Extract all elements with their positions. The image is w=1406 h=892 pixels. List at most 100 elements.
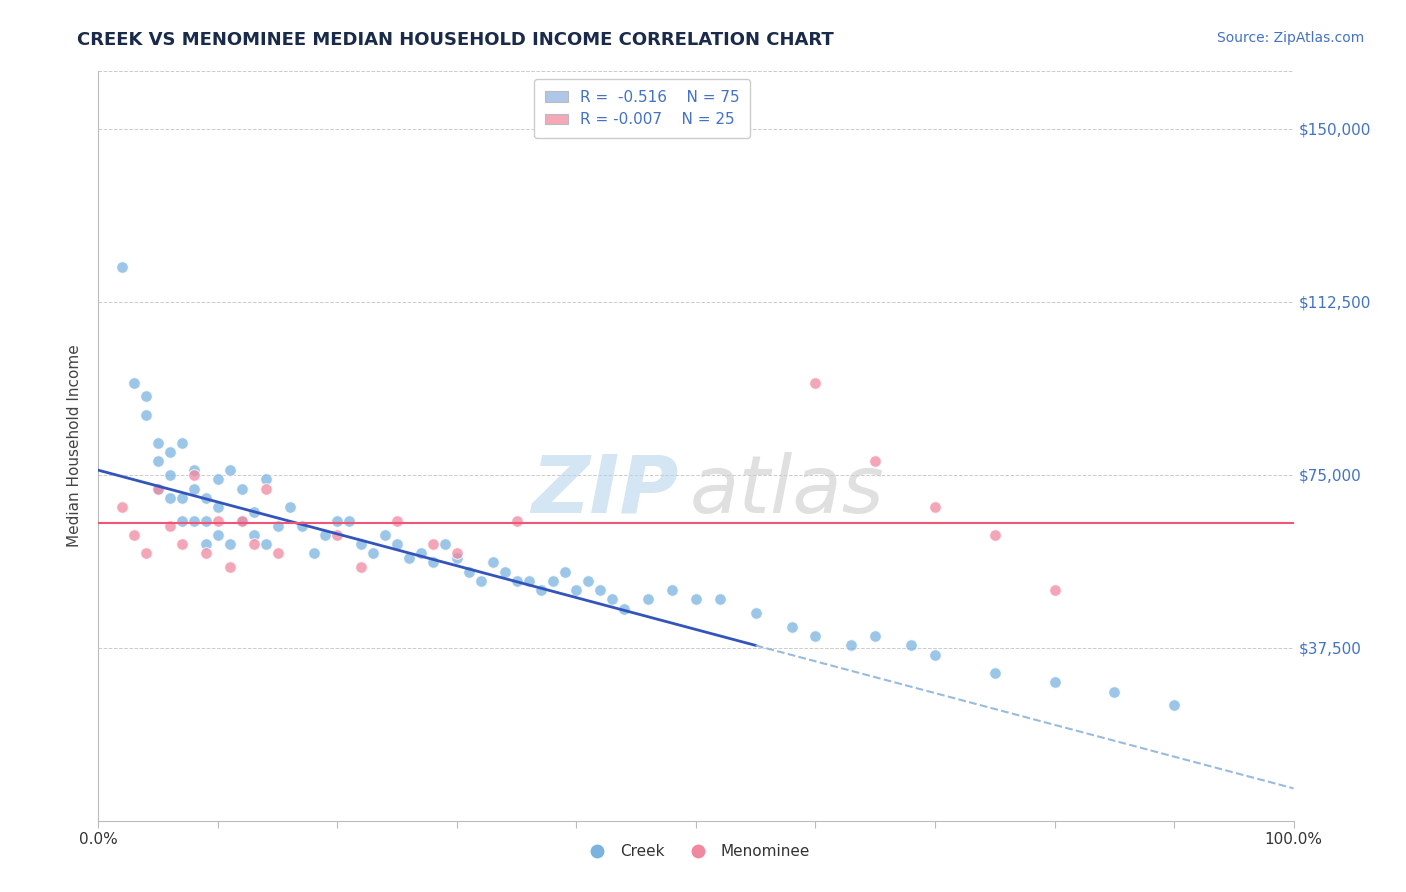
Point: [148, 435, 170, 450]
Point: [148, 482, 170, 496]
Point: [111, 260, 134, 275]
Point: [172, 491, 194, 505]
Point: [1043, 675, 1066, 690]
Point: [385, 514, 409, 528]
Point: [602, 592, 624, 607]
Point: [148, 454, 170, 468]
Point: [219, 560, 242, 574]
Point: [183, 514, 205, 528]
Point: [385, 537, 409, 551]
Point: [506, 574, 529, 588]
Point: [243, 528, 266, 542]
Point: [135, 408, 157, 422]
Point: [363, 546, 385, 560]
Point: [183, 482, 205, 496]
Point: [924, 500, 946, 514]
Point: [350, 560, 373, 574]
Point: [207, 500, 229, 514]
Point: [219, 463, 242, 477]
Point: [326, 514, 349, 528]
Point: [231, 482, 253, 496]
Text: atlas: atlas: [690, 452, 884, 530]
Point: [422, 537, 444, 551]
Point: [578, 574, 600, 588]
Point: [195, 537, 218, 551]
Point: [124, 376, 146, 390]
Point: [302, 546, 325, 560]
Point: [231, 514, 253, 528]
Y-axis label: Median Household Income: Median Household Income: [67, 344, 83, 548]
Point: [984, 666, 1007, 681]
Point: [984, 528, 1007, 542]
Text: ZIP: ZIP: [530, 452, 678, 530]
Point: [111, 500, 134, 514]
Point: [434, 537, 457, 551]
Point: [398, 550, 420, 565]
Point: [900, 639, 922, 653]
Point: [446, 546, 468, 560]
Point: [183, 463, 205, 477]
Point: [254, 482, 277, 496]
Point: [326, 528, 349, 542]
Point: [159, 518, 181, 533]
Point: [207, 528, 229, 542]
Point: [458, 565, 481, 579]
Point: [350, 537, 373, 551]
Point: [589, 583, 612, 598]
Point: [924, 648, 946, 662]
Point: [530, 583, 553, 598]
Text: Source: ZipAtlas.com: Source: ZipAtlas.com: [1216, 31, 1364, 45]
Point: [339, 514, 361, 528]
Point: [207, 514, 229, 528]
Point: [422, 556, 444, 570]
Point: [637, 592, 659, 607]
Point: [554, 565, 576, 579]
Point: [517, 574, 540, 588]
Point: [1043, 583, 1066, 598]
Point: [124, 528, 146, 542]
Point: [865, 629, 887, 643]
Point: [315, 528, 337, 542]
Point: [219, 537, 242, 551]
Point: [172, 435, 194, 450]
Point: [159, 467, 181, 482]
Point: [135, 546, 157, 560]
Point: [804, 629, 827, 643]
Point: [254, 472, 277, 486]
Point: [254, 537, 277, 551]
Point: [172, 514, 194, 528]
Point: [172, 537, 194, 551]
Point: [135, 389, 157, 403]
Point: [291, 518, 314, 533]
Legend: Creek, Menominee: Creek, Menominee: [575, 838, 817, 865]
Point: [207, 472, 229, 486]
Point: [148, 482, 170, 496]
Point: [841, 639, 863, 653]
Point: [865, 454, 887, 468]
Point: [267, 546, 290, 560]
Point: [494, 565, 516, 579]
Point: [231, 514, 253, 528]
Text: CREEK VS MENOMINEE MEDIAN HOUSEHOLD INCOME CORRELATION CHART: CREEK VS MENOMINEE MEDIAN HOUSEHOLD INCO…: [77, 31, 834, 49]
Point: [745, 606, 768, 620]
Point: [685, 592, 707, 607]
Point: [804, 376, 827, 390]
Point: [780, 620, 803, 634]
Point: [243, 537, 266, 551]
Point: [278, 500, 301, 514]
Point: [1104, 684, 1126, 698]
Point: [613, 601, 636, 615]
Point: [411, 546, 433, 560]
Point: [481, 556, 505, 570]
Point: [183, 467, 205, 482]
Point: [374, 528, 396, 542]
Point: [470, 574, 492, 588]
Point: [195, 514, 218, 528]
Point: [565, 583, 588, 598]
Point: [267, 518, 290, 533]
Point: [446, 550, 468, 565]
Point: [159, 444, 181, 458]
Point: [195, 546, 218, 560]
Point: [195, 491, 218, 505]
Point: [243, 505, 266, 519]
